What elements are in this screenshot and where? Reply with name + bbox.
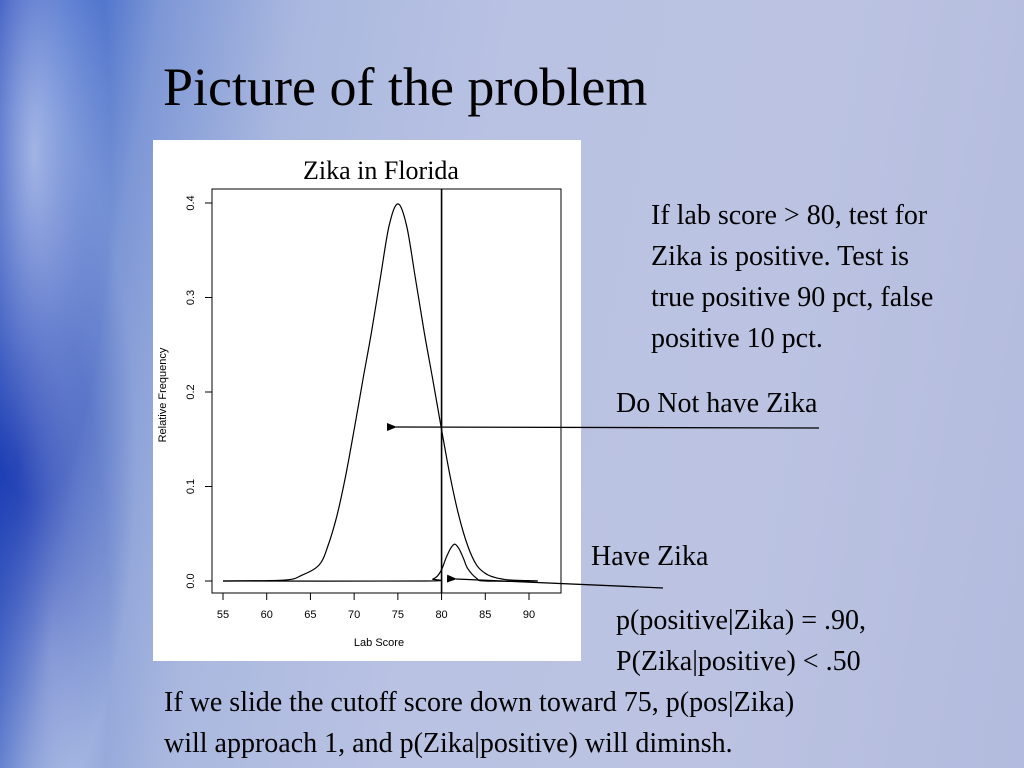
- x-tick-label: 90: [523, 609, 535, 621]
- y-tick-label: 0.0: [185, 573, 197, 588]
- x-tick-label: 55: [217, 609, 229, 621]
- test-info-line: positive 10 pct.: [651, 323, 823, 354]
- y-tick-label: 0.4: [185, 195, 197, 210]
- series-line-no-zika: [222, 203, 538, 582]
- y-tick-label: 0.2: [185, 384, 197, 399]
- x-tick-label: 85: [479, 609, 491, 621]
- test-info-line: true positive 90 pct, false: [651, 282, 934, 313]
- test-info-line: Zika is positive. Test is: [651, 241, 910, 272]
- test-info-line: If lab score > 80, test for: [651, 200, 928, 231]
- frequency-chart: Zika in Florida Relative Frequency Lab S…: [157, 156, 562, 649]
- background-streak: [0, 0, 170, 768]
- x-tick-label: 60: [261, 609, 273, 621]
- label-no-zika: Do Not have Zika: [616, 388, 818, 419]
- probability-line: P(Zika|positive) < .50: [616, 646, 861, 677]
- probability-line: p(positive|Zika) = .90,: [616, 605, 867, 636]
- chart-title: Zika in Florida: [303, 156, 459, 185]
- label-have-zika: Have Zika: [591, 541, 709, 572]
- test-info-text: If lab score > 80, test for Zika is posi…: [651, 195, 933, 359]
- series-line-have-zika: [222, 543, 538, 582]
- plot-frame: [211, 188, 562, 594]
- conclusion-line: If we slide the cutoff score down toward…: [164, 687, 795, 718]
- x-tick-label: 75: [392, 609, 404, 621]
- x-tick-label: 70: [348, 609, 360, 621]
- slide-title: Picture of the problem: [163, 57, 648, 117]
- conclusion-text: If we slide the cutoff score down toward…: [164, 682, 794, 764]
- x-tick-label: 80: [435, 609, 447, 621]
- y-tick-label: 0.3: [185, 290, 197, 305]
- y-tick-label: 0.1: [185, 479, 197, 494]
- chart-panel: Zika in Florida Relative Frequency Lab S…: [153, 140, 581, 661]
- probability-text: p(positive|Zika) = .90, P(Zika|positive)…: [616, 600, 866, 682]
- x-tick-label: 65: [304, 609, 316, 621]
- x-axis-label: Lab Score: [354, 637, 404, 649]
- y-axis-label: Relative Frequency: [157, 347, 169, 442]
- conclusion-line: will approach 1, and p(Zika|positive) wi…: [164, 728, 733, 759]
